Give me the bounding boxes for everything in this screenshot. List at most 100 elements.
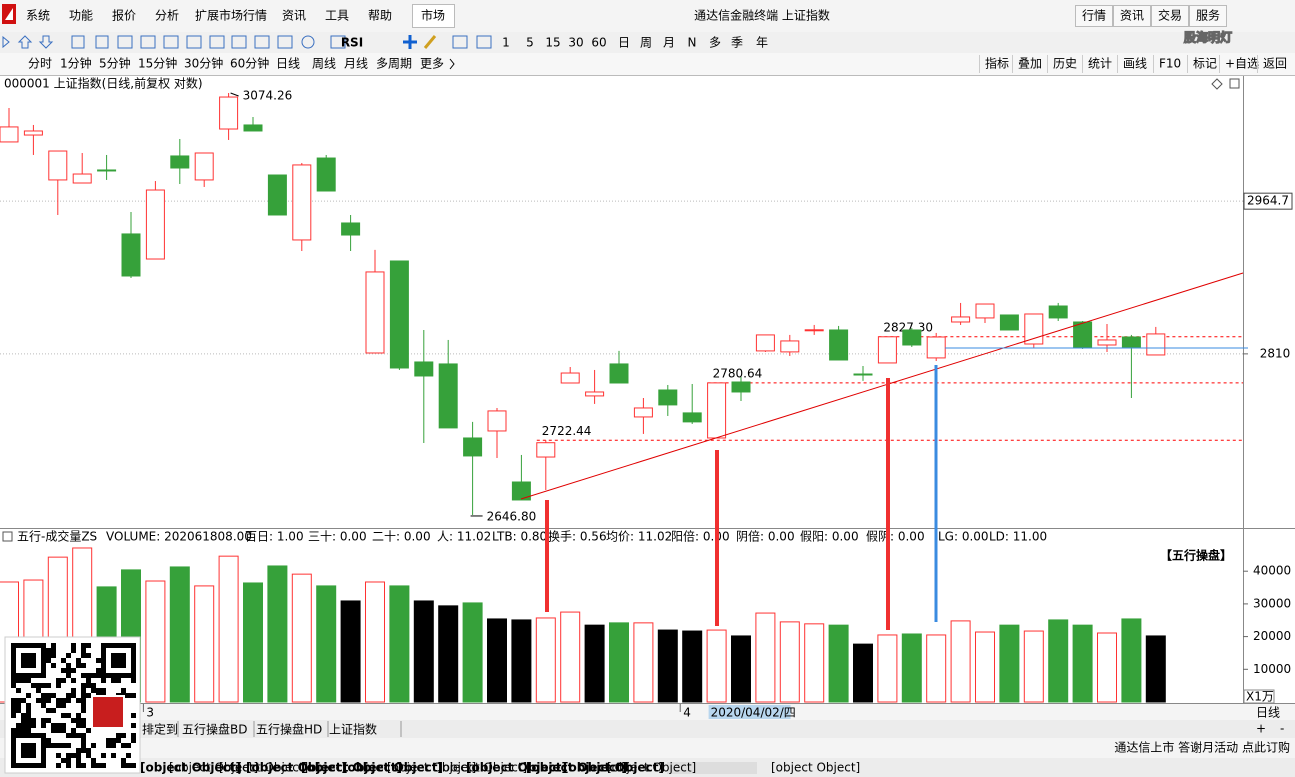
- unit-label: X1万: [1246, 690, 1274, 704]
- menu-item[interactable]: 资讯: [282, 9, 306, 23]
- tool-button[interactable]: 指标: [985, 56, 1009, 71]
- volume-bar: [340, 600, 361, 703]
- candle-body: [267, 174, 287, 216]
- toolbar-item[interactable]: RSI: [341, 36, 363, 50]
- candle-body: [463, 437, 483, 457]
- market-tab[interactable]: 市场: [421, 8, 445, 23]
- y-tick-label: 2810: [1260, 346, 1291, 360]
- toolbar-item[interactable]: 周: [640, 36, 652, 50]
- toolbar-item[interactable]: 5: [526, 36, 534, 50]
- qr-module: [81, 703, 86, 708]
- qr-module: [26, 728, 31, 733]
- menu-item[interactable]: 扩展市场行情: [195, 8, 267, 23]
- menu-item[interactable]: 功能: [69, 9, 93, 23]
- candle-body: [658, 389, 678, 406]
- qr-module: [66, 753, 71, 758]
- toolbar-item[interactable]: 15: [545, 36, 560, 50]
- qr-module: [56, 683, 61, 688]
- qr-module: [131, 713, 136, 718]
- notice[interactable]: 通达信上市 答谢月活动 点此订购: [1114, 740, 1290, 755]
- logo-mark: [5, 8, 13, 20]
- menu-item[interactable]: 分析: [155, 9, 179, 23]
- marks: 系统 功能 报价 分析 扩展市场行情 资讯 工具 帮助 市场 通达信金融终端 上证指数 行情 资讯 交易…: [0, 5, 1293, 775]
- qr-module: [46, 743, 51, 748]
- sheet-tab[interactable]: 排定到: [142, 722, 178, 737]
- period-tab[interactable]: 日线: [276, 57, 300, 71]
- indicator-title: 五行-成交量ZS: [17, 529, 97, 544]
- menu-button[interactable]: 行情: [1082, 9, 1106, 23]
- qr-module: [21, 723, 26, 728]
- tool-button[interactable]: 返回: [1263, 57, 1287, 71]
- period-tab[interactable]: 多周期: [376, 57, 412, 71]
- sheet-tab[interactable]: 五行操盘BD: [182, 722, 247, 737]
- period-tab[interactable]: 分时: [28, 57, 52, 71]
- qr-module: [61, 728, 66, 733]
- volume-bar: [853, 643, 873, 703]
- menu-button[interactable]: 服务: [1196, 8, 1220, 23]
- qr-module: [61, 713, 66, 718]
- qr-module: [71, 728, 76, 733]
- tool-button[interactable]: +自选: [1225, 57, 1259, 71]
- menu-item[interactable]: 工具: [325, 9, 349, 23]
- qr-module: [26, 723, 31, 728]
- menu-button[interactable]: 交易: [1158, 8, 1182, 23]
- qr-module: [51, 663, 56, 668]
- candle-body: [219, 96, 239, 130]
- period-tab[interactable]: 1分钟: [60, 56, 92, 71]
- icon: [423, 35, 437, 49]
- legend-item: LTB: 0.80: [492, 530, 547, 544]
- qr-module: [26, 708, 31, 713]
- period-tab[interactable]: 30分钟: [184, 56, 223, 71]
- menu-item[interactable]: 帮助: [368, 9, 392, 23]
- volume-bar: [828, 624, 849, 703]
- period-tab[interactable]: 月线: [344, 57, 368, 71]
- period-tab[interactable]: 5分钟: [99, 56, 131, 71]
- qr-module: [76, 733, 81, 738]
- candle-body: [902, 329, 922, 346]
- tool-button[interactable]: 统计: [1088, 57, 1112, 71]
- candle-body: [194, 152, 214, 181]
- toolbar-item[interactable]: 季: [731, 36, 743, 50]
- qr-module: [81, 738, 86, 743]
- period-tab[interactable]: 15分钟: [138, 56, 177, 71]
- toolbar-item[interactable]: 60: [591, 36, 606, 50]
- candle-body: [389, 260, 409, 369]
- menu-button[interactable]: 资讯: [1120, 9, 1144, 23]
- toolbar-item[interactable]: N: [688, 36, 697, 50]
- tool-button[interactable]: 历史: [1053, 57, 1077, 71]
- tool-button[interactable]: 叠加: [1018, 57, 1042, 71]
- qr-module: [66, 743, 71, 748]
- toolbar-item[interactable]: 多: [709, 36, 721, 50]
- qr-module: [91, 673, 96, 678]
- qr-module: [21, 698, 26, 703]
- volume-bar: [365, 581, 385, 703]
- qr-module: [41, 693, 46, 698]
- legend-item: 二十: 0.00: [372, 530, 431, 544]
- sheet-tab[interactable]: 五行操盘HD: [256, 722, 322, 737]
- menu-item[interactable]: 报价: [112, 8, 136, 23]
- period-tab[interactable]: 周线: [312, 57, 336, 71]
- qr-module: [96, 668, 101, 673]
- period-tab[interactable]: 60分钟: [230, 56, 269, 71]
- legend-item: 均价: 11.02: [606, 530, 672, 544]
- qr-module: [66, 673, 71, 678]
- qr-module: [61, 678, 66, 683]
- qr-module: [111, 743, 116, 748]
- menu-item[interactable]: 系统: [26, 9, 50, 23]
- tool-button[interactable]: F10: [1159, 57, 1181, 71]
- sheet-tab[interactable]: 上证指数: [329, 722, 377, 737]
- period-tab[interactable]: 更多: [420, 57, 444, 71]
- qr-module: [126, 743, 131, 748]
- tool-button[interactable]: 标记: [1193, 57, 1217, 71]
- toolbar-item[interactable]: 30: [568, 36, 583, 50]
- icon: [209, 35, 225, 49]
- toolbar-item[interactable]: 1: [502, 36, 510, 50]
- toolbar-item[interactable]: 月: [663, 36, 675, 50]
- qr-module: [126, 693, 131, 698]
- tool-button[interactable]: 画线: [1123, 57, 1147, 71]
- toolbar-item[interactable]: 年: [756, 36, 768, 50]
- toolbar-item[interactable]: 日: [618, 36, 630, 50]
- y-tick-label: 20000: [1253, 629, 1291, 643]
